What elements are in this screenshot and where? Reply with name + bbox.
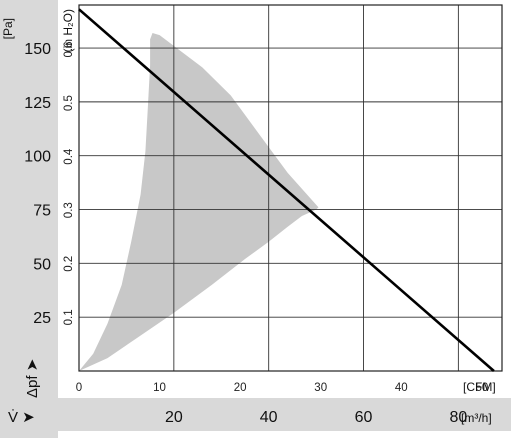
x-tick-label-m3h: 20	[165, 409, 183, 426]
y-tick-label-pa: 125	[24, 95, 51, 112]
plot-frame	[78, 4, 503, 372]
x-tick-label-m3h: 60	[355, 409, 373, 426]
y-tick-label-pa: 100	[24, 149, 51, 166]
y-tick-label-inh2o: 0.5	[63, 95, 75, 111]
x-tick-label-m3h: 40	[260, 409, 278, 426]
x-tick-label-m3h: 80	[449, 409, 467, 426]
x-tick-label-cfm: 50	[475, 382, 488, 394]
y-tick-label-pa: 25	[33, 310, 51, 327]
x-axis-label-v-dot: V̇ ➤	[8, 409, 35, 426]
operating-range-area	[79, 33, 319, 371]
y-axis-unit-pa: [Pa]	[1, 18, 15, 39]
bottom-axis-band	[0, 398, 511, 431]
x-axis-unit-cfm: [CFM]	[463, 380, 496, 394]
x-tick-label-cfm: 0	[76, 382, 82, 394]
y-tick-label-pa: 150	[24, 41, 51, 58]
x-tick-label-cfm: 40	[395, 382, 408, 394]
y-tick-label-inh2o: 0.2	[63, 256, 75, 272]
y-axis-label-delta-p: Δpf ➤	[24, 359, 41, 398]
y-tick-label-inh2o: 0.1	[63, 309, 75, 325]
y-axis-unit-inh2o: (in H₂O)	[61, 9, 75, 52]
performance-curve	[78, 8, 495, 372]
y-tick-label-inh2o: 0.4	[63, 148, 75, 165]
y-tick-label-pa: 75	[33, 203, 51, 220]
x-axis-unit-m3h: [m³/h]	[461, 411, 492, 425]
x-tick-label-cfm: 30	[314, 382, 327, 394]
x-tick-label-cfm: 20	[234, 382, 247, 394]
y-tick-label-inh2o: 0.3	[63, 202, 75, 218]
x-tick-label-cfm: 10	[153, 382, 166, 394]
y-tick-label-pa: 50	[33, 256, 51, 273]
y-tick-label-inh2o: 0.6	[63, 42, 75, 58]
left-axis-band	[0, 0, 58, 438]
